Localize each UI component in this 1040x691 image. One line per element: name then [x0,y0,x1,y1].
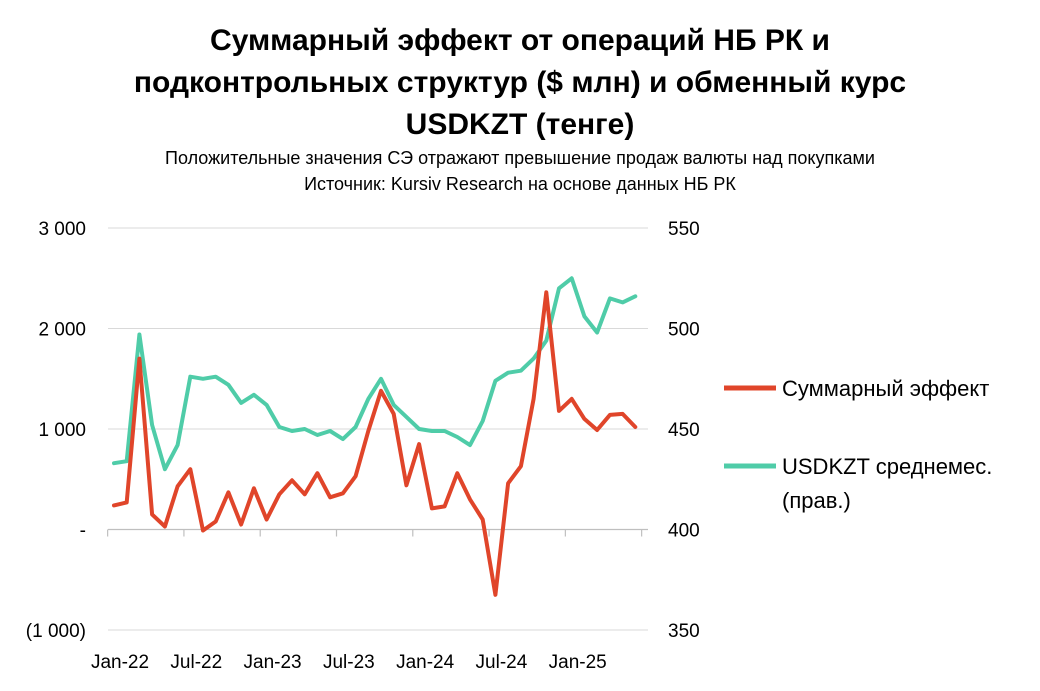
right-y-tick-label: 450 [668,420,700,441]
left-y-tick-label: 3 000 [38,219,86,240]
chart-title-line: USDKZT (тенге) [405,108,635,141]
x-tick-label: Jul-24 [476,652,528,673]
right-y-tick-label: 500 [668,320,700,341]
x-tick-label: Jul-22 [170,652,222,673]
x-tick-label: Jul-23 [323,652,375,673]
chart-title-line: Суммарный эффект от операций НБ РК и [210,24,830,57]
left-y-tick-label: (1 000) [26,621,86,642]
series-lines [112,276,638,597]
x-tick-label: Jan-23 [244,652,302,673]
right-y-tick-label: 550 [668,219,700,240]
chart-title-line: подконтрольных структур ($ млн) и обменн… [133,66,907,99]
left-y-tick-label: 2 000 [38,320,86,341]
series-line-summary-effect [112,290,638,597]
series-line-usdkzt [112,276,638,472]
legend-label-summary-effect: Суммарный эффект [782,376,989,401]
right-y-tick-label: 400 [668,521,700,542]
chart-source: Источник: Kursiv Research на основе данн… [304,174,736,194]
x-tick-label: Jan-22 [91,652,149,673]
legend-label-usdkzt: USDKZT среднемес. [782,454,992,479]
left-y-axis: (1 000) - 1 000 2 000 3 000 [26,219,86,642]
x-axis: Jan-22 Jul-22 Jan-23 Jul-23 Jan-24 Jul-24 Jan-… [91,528,648,673]
right-y-tick-label: 350 [668,621,700,642]
right-y-axis: 350 400 450 500 550 [668,219,700,642]
left-y-tick-label: 1 000 [38,420,86,441]
x-tick-label: Jan-25 [549,652,607,673]
left-y-tick-label: - [80,521,86,542]
legend-label-usdkzt-suffix: (прав.) [782,488,851,513]
x-tick-label: Jan-24 [396,652,455,673]
chart-subtitle: Положительные значения СЭ отражают превы… [165,148,875,168]
chart-title: Суммарный эффект от операций НБ РК и под… [0,20,1040,146]
grid-lines [108,227,648,631]
legend: Суммарный эффект USDKZT среднемес. (прав… [724,376,992,513]
